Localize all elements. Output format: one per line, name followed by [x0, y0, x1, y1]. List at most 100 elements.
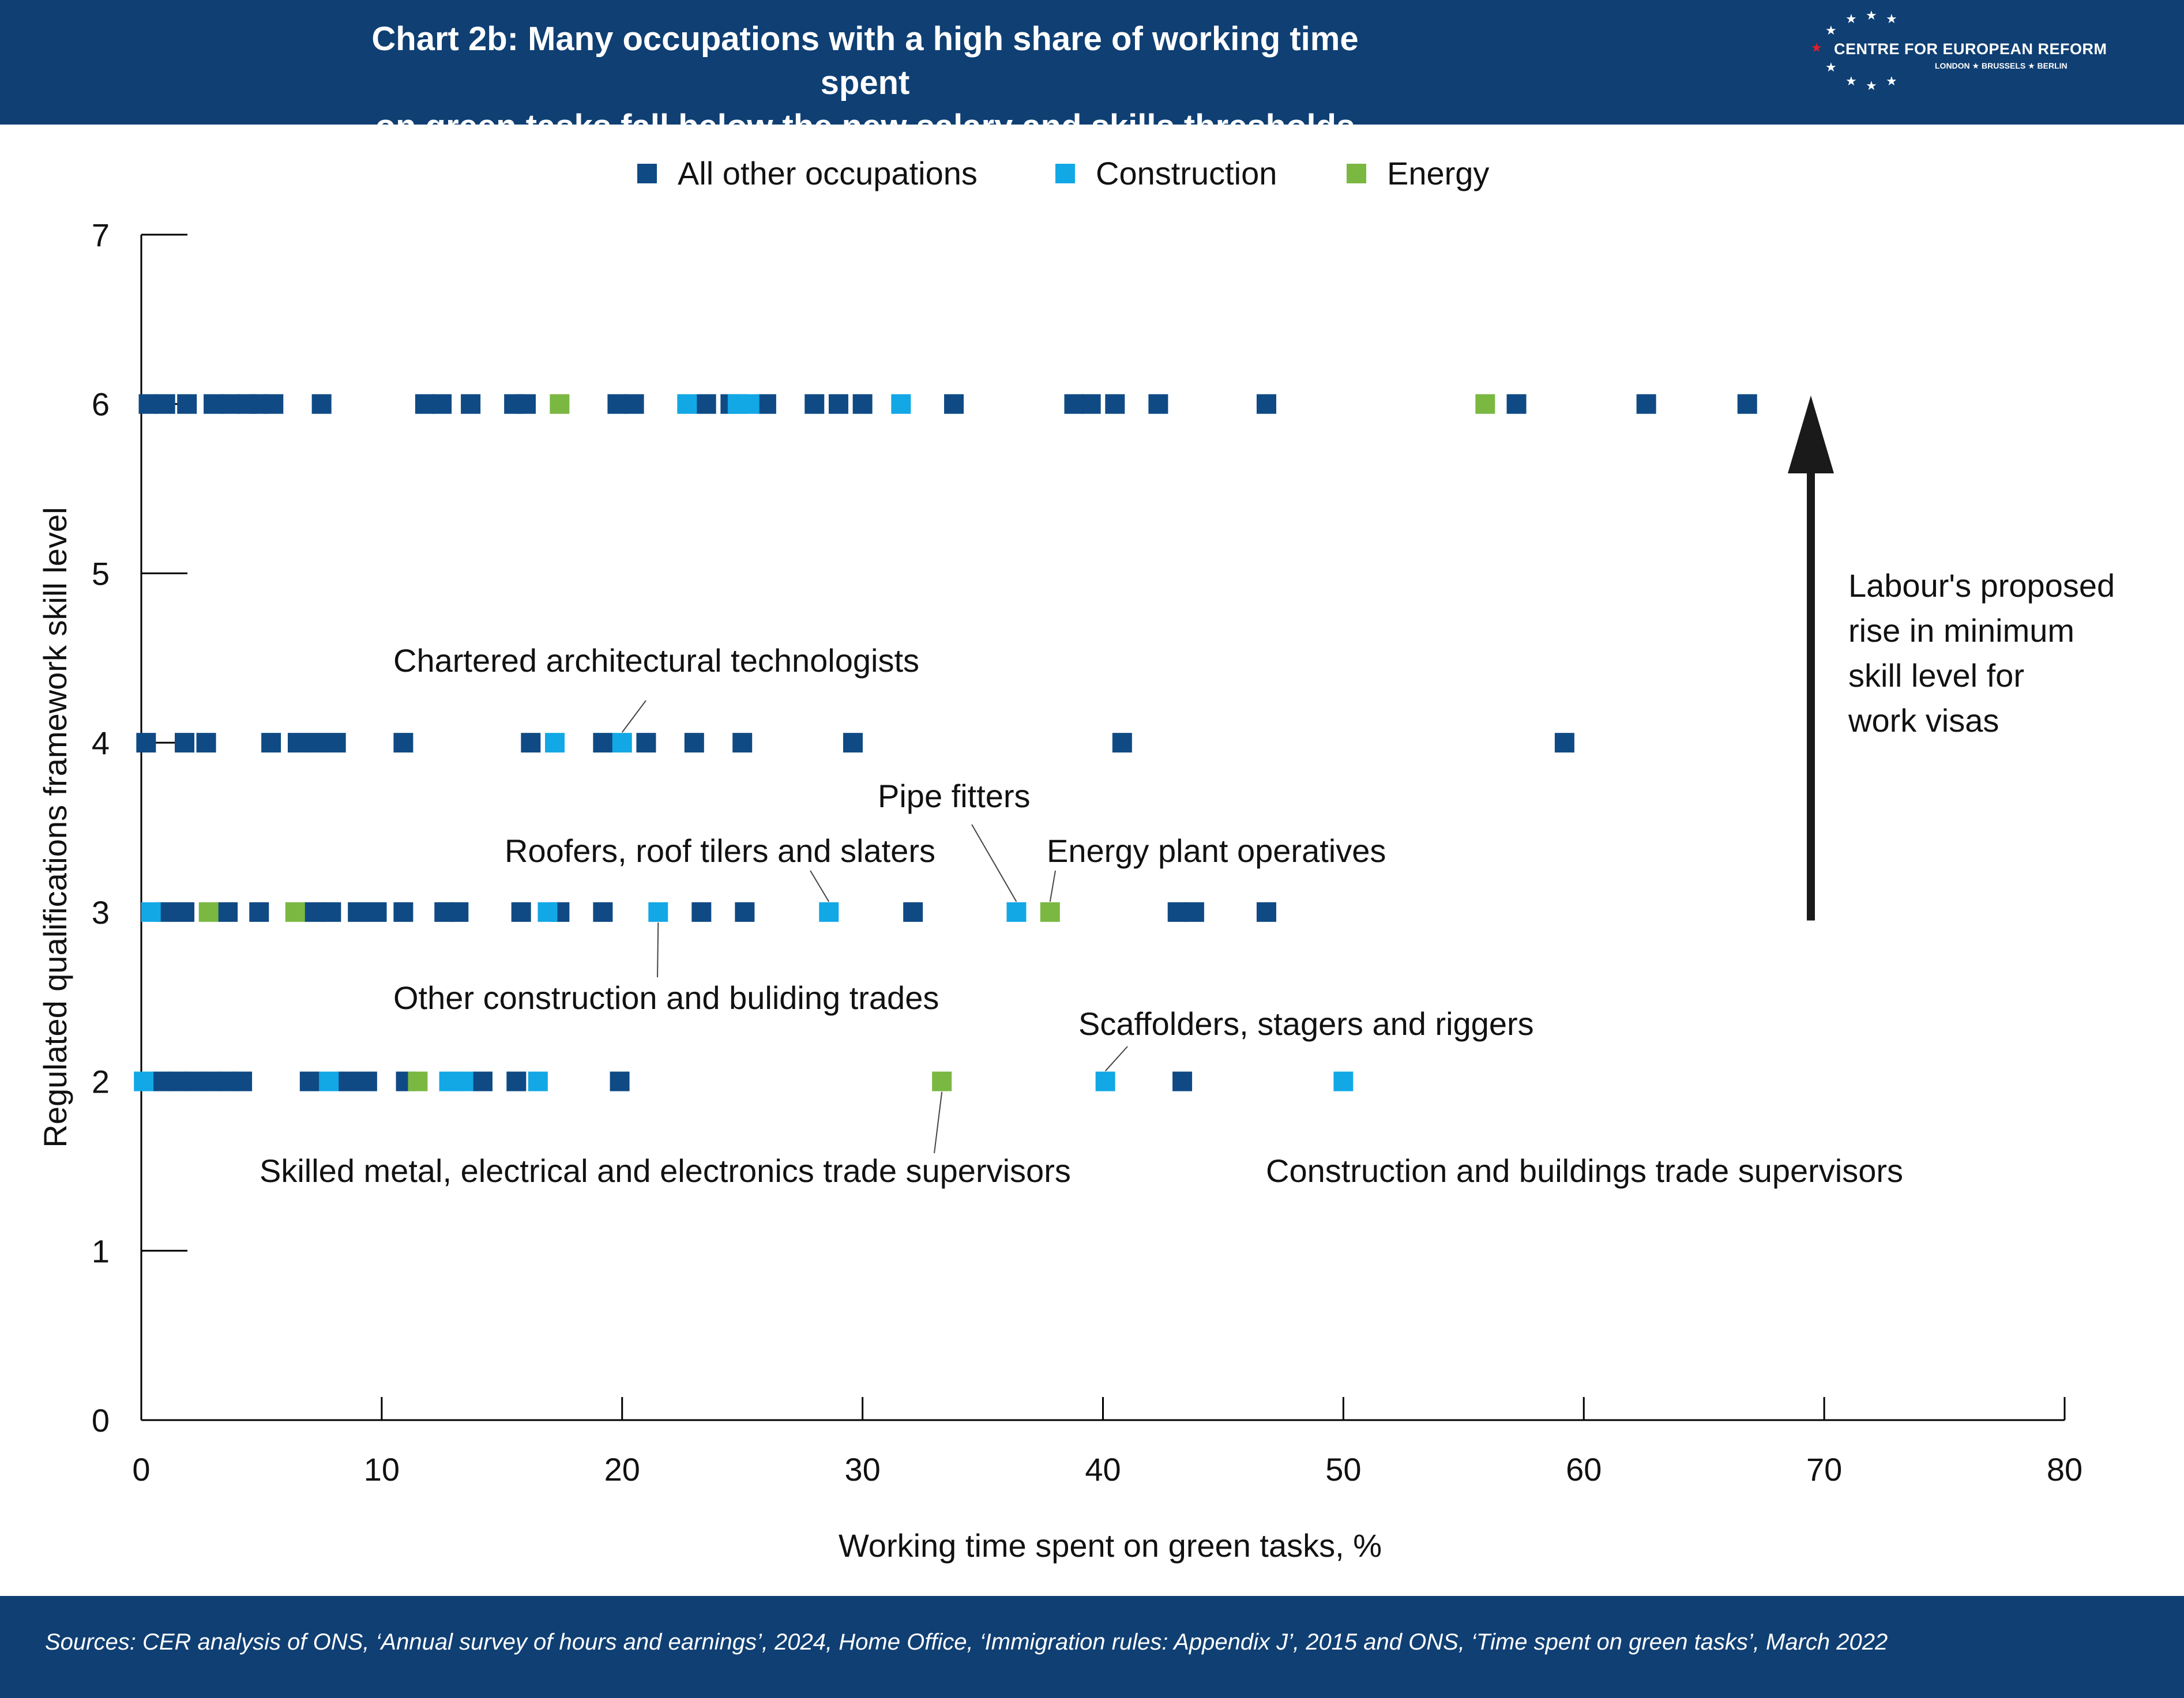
- legend-label: All other occupations: [678, 155, 978, 191]
- data-point: [843, 733, 863, 753]
- data-point: [201, 1071, 221, 1091]
- data-point: [249, 902, 269, 922]
- logo-star-icon: ★: [1886, 74, 1897, 88]
- title-line-2: on green tasks fall below the new salary…: [375, 108, 1355, 145]
- x-tick-label: 80: [2047, 1451, 2082, 1488]
- data-point: [891, 394, 911, 414]
- logo-star-icon: ★: [1825, 60, 1837, 74]
- data-point: [367, 902, 387, 922]
- legend-swatch: [637, 164, 657, 183]
- data-point: [177, 394, 197, 414]
- data-point: [232, 1071, 253, 1091]
- title-line-1: Chart 2b: Many occupations with a high s…: [371, 20, 1359, 101]
- point-annotation: Construction and buildings trade supervi…: [1266, 1153, 1903, 1189]
- logo-cities: LONDON ★ BRUSSELS ★ BERLIN: [1935, 61, 2068, 70]
- data-point: [393, 902, 414, 922]
- data-point: [1475, 394, 1495, 414]
- data-point: [828, 394, 848, 414]
- data-point: [521, 733, 541, 753]
- x-tick-label: 70: [1806, 1451, 1842, 1488]
- data-point: [1256, 394, 1276, 414]
- y-tick-label: 0: [92, 1402, 110, 1439]
- y-tick-label: 6: [92, 386, 110, 423]
- data-point: [175, 902, 195, 922]
- data-point: [357, 1071, 377, 1091]
- logo-name: CENTRE FOR EUROPEAN REFORM: [1834, 40, 2107, 58]
- arrow-caption-line: work visas: [1848, 702, 1999, 739]
- data-point: [528, 1071, 548, 1091]
- data-point: [805, 394, 825, 414]
- data-point: [1148, 394, 1168, 414]
- y-axis-title: Regulated qualifications framework skill…: [37, 507, 73, 1147]
- annotation-leader-line: [1049, 870, 1056, 902]
- point-annotation: Scaffolders, stagers and riggers: [1078, 1006, 1534, 1042]
- data-point: [944, 394, 964, 414]
- arrow-caption-line: rise in minimum: [1848, 612, 2074, 649]
- logo-star-icon: ★: [1866, 8, 1877, 22]
- cer-logo: ★ ★ ★ ★ ★ ★ ★ ★ ★ CENTRE FOR EUROPEAN RE…: [1811, 8, 2107, 118]
- data-point: [338, 1071, 358, 1091]
- data-point: [607, 394, 627, 414]
- data-point: [218, 902, 238, 922]
- data-point: [1040, 902, 1060, 922]
- data-point: [264, 394, 284, 414]
- point-annotation: Other construction and buliding trades: [393, 980, 939, 1016]
- data-point: [408, 1071, 428, 1091]
- data-point: [648, 902, 668, 922]
- data-point: [696, 394, 716, 414]
- point-annotation: Skilled metal, electrical and electronic…: [260, 1153, 1071, 1189]
- data-point: [1737, 394, 1757, 414]
- y-tick-label: 2: [92, 1064, 110, 1100]
- data-point: [204, 394, 224, 414]
- logo-star-icon: ★: [1811, 40, 1822, 55]
- data-point: [1333, 1071, 1354, 1091]
- data-point: [593, 733, 613, 753]
- data-point: [739, 394, 760, 414]
- arrow-head-icon: [1788, 396, 1834, 474]
- data-point: [184, 1071, 204, 1091]
- data-point: [610, 1071, 630, 1091]
- data-point: [136, 733, 156, 753]
- data-point: [449, 902, 469, 922]
- data-point: [319, 1071, 339, 1091]
- footer-bar: Sources: CER analysis of ONS, ‘Annual su…: [0, 1596, 2184, 1698]
- data-point: [735, 902, 755, 922]
- data-point: [1006, 902, 1027, 922]
- x-tick-label: 20: [604, 1451, 640, 1488]
- legend-swatch: [1055, 164, 1075, 183]
- data-point: [636, 733, 656, 753]
- data-point: [612, 733, 632, 753]
- data-point: [624, 394, 644, 414]
- y-tick-label: 7: [92, 217, 110, 253]
- data-point: [299, 1071, 319, 1091]
- data-point: [1184, 902, 1204, 922]
- annotation-leader-line: [621, 700, 646, 733]
- data-point: [305, 902, 325, 922]
- data-point: [167, 1071, 187, 1091]
- logo-star-icon: ★: [1825, 23, 1837, 37]
- point-annotation: Roofers, roof tilers and slaters: [505, 833, 935, 869]
- annotation-leader-line: [1104, 1046, 1128, 1072]
- arrow-caption-line: Labour's proposed: [1848, 567, 2115, 604]
- legend-swatch: [1347, 164, 1366, 183]
- data-point: [545, 733, 565, 753]
- data-point: [593, 902, 613, 922]
- header-bar: Chart 2b: Many occupations with a high s…: [0, 0, 2184, 145]
- data-point: [756, 394, 776, 414]
- data-point: [1105, 394, 1125, 414]
- data-point: [1554, 733, 1574, 753]
- annotation-leader-line: [657, 922, 659, 978]
- data-point: [220, 394, 240, 414]
- data-point: [393, 733, 414, 753]
- data-point: [1636, 394, 1656, 414]
- arrow-caption-line: skill level for: [1848, 657, 2024, 694]
- annotation-leader-line: [934, 1091, 943, 1154]
- data-point: [155, 394, 175, 414]
- data-point: [691, 902, 712, 922]
- data-point: [511, 902, 531, 922]
- data-point: [684, 733, 704, 753]
- data-point: [819, 902, 839, 922]
- logo-star-icon: ★: [1886, 12, 1897, 26]
- annotation-leader-line: [971, 824, 1017, 902]
